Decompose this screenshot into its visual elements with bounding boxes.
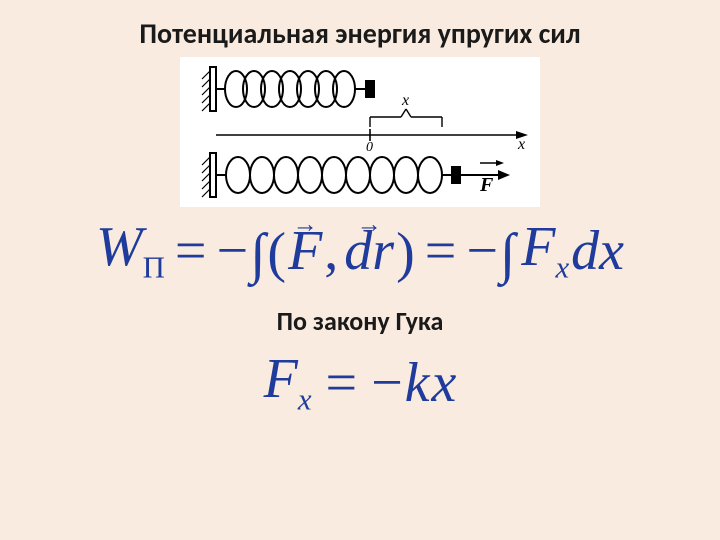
eq2-F-sub: x <box>298 382 312 416</box>
hooke-law-label: По закону Гука <box>16 305 704 337</box>
eq1-vecF: → F <box>288 223 322 279</box>
eq1-W: WП <box>96 219 165 283</box>
wall-bottom <box>202 153 216 197</box>
spring-bottom <box>216 157 460 193</box>
force-arrow: F <box>460 160 510 196</box>
eq1-W-sym: W <box>96 216 143 278</box>
eq1-W-sub: П <box>143 250 165 284</box>
eq1-lparen: ( <box>267 225 286 281</box>
eq2-F: F <box>264 348 298 410</box>
eq1-dx: dx <box>571 223 624 279</box>
arrow-icon: → <box>344 212 394 237</box>
eq2-k: k <box>405 355 430 411</box>
eq1-Fx: Fx <box>521 219 569 283</box>
spring-svg: 0 x x <box>180 57 540 207</box>
eq1-F2: F <box>521 216 555 278</box>
eq1-eq1: = <box>175 223 207 279</box>
eq1-F2-sub: x <box>555 250 569 284</box>
x-axis: 0 x <box>216 129 528 155</box>
eq2-minus: − <box>371 355 403 411</box>
x-dimension: x <box>370 92 442 127</box>
eq1-eq2: = <box>425 223 457 279</box>
eq1-minus2: − <box>466 223 498 279</box>
slide: Потенциальная энергия упругих сил <box>0 0 720 540</box>
eq1-minus1: − <box>216 223 248 279</box>
integral-icon: ∫ <box>250 226 265 282</box>
x-dim-label: x <box>401 92 409 109</box>
wall-top <box>202 67 216 111</box>
eq1-vecdr: → dr <box>344 223 394 279</box>
eq2-x: x <box>432 355 457 411</box>
spring-top <box>216 71 374 107</box>
arrow-icon: → <box>288 212 322 237</box>
eq1-rparen: ) <box>396 225 415 281</box>
integral-icon: ∫ <box>500 226 515 282</box>
axis-x-label: x <box>517 136 525 153</box>
force-label: F <box>479 174 494 196</box>
origin-label: 0 <box>366 140 373 155</box>
spring-diagram: 0 x x <box>180 57 540 207</box>
slide-title: Потенциальная энергия упругих сил <box>16 16 704 51</box>
equation-potential-energy: WП = − ∫ ( → F , → dr ) = − ∫ Fx dx <box>16 219 704 283</box>
eq2-eq: = <box>325 355 357 411</box>
eq1-comma: , <box>324 223 338 279</box>
equation-hooke: Fx = − k x <box>16 351 704 415</box>
eq2-Fx: Fx <box>264 351 312 415</box>
